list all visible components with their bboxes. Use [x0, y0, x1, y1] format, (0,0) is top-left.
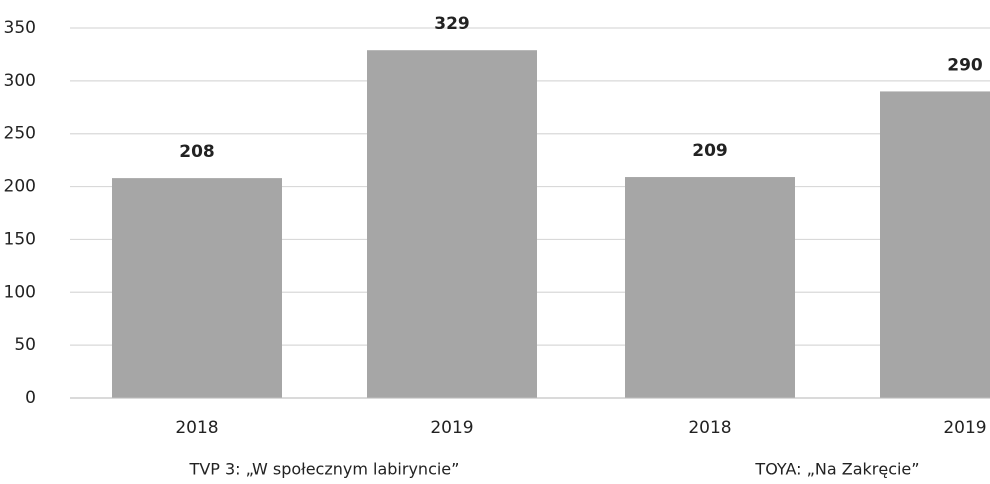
y-tick-label: 150	[4, 229, 36, 249]
x-tick-label: 2019	[430, 418, 473, 438]
y-tick-label: 350	[4, 18, 36, 38]
group-label: TVP 3: „W społecznym labiryncie”	[189, 460, 460, 479]
bar	[880, 91, 990, 398]
y-tick-label: 50	[14, 335, 36, 355]
group-label: TOYA: „Na Zakręcie”	[754, 460, 919, 479]
bar	[625, 177, 795, 398]
y-tick-label: 200	[4, 177, 36, 197]
value-label: 208	[179, 142, 215, 162]
bar	[112, 178, 282, 398]
y-tick-label: 0	[25, 388, 36, 408]
value-label: 290	[947, 55, 983, 75]
x-tick-label: 2019	[943, 418, 986, 438]
y-tick-label: 250	[4, 124, 36, 144]
x-tick-label: 2018	[175, 418, 218, 438]
bar	[367, 50, 537, 398]
value-label: 209	[692, 141, 728, 161]
y-tick-label: 300	[4, 71, 36, 91]
value-label: 329	[434, 14, 470, 34]
x-tick-label: 2018	[688, 418, 731, 438]
y-tick-label: 100	[4, 282, 36, 302]
